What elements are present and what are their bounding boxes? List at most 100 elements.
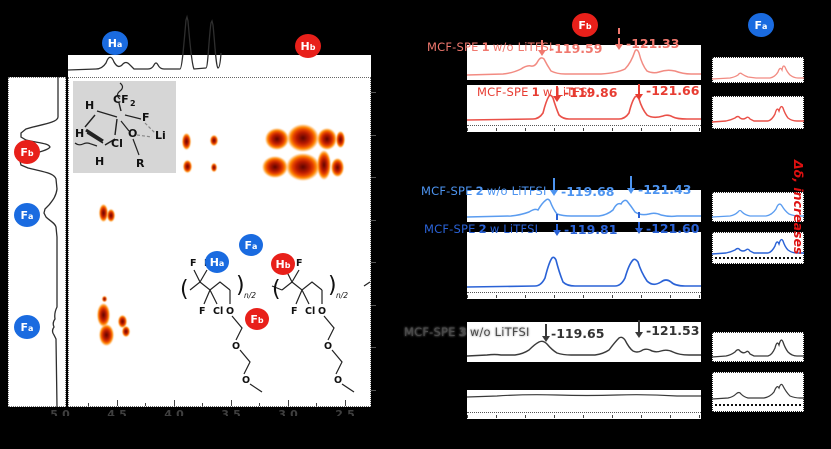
label-hb-text: H: [300, 39, 310, 53]
fa-trace-1a: [711, 65, 804, 80]
label-fa-text: F: [20, 320, 29, 334]
cross-peak: [102, 296, 107, 302]
peak-arrow-head: [635, 332, 643, 338]
label-fb-text: F: [20, 145, 28, 159]
y-axis-tick: [371, 347, 376, 348]
x-axis-tick: [288, 400, 289, 406]
x-axis-section1: [467, 125, 701, 132]
cross-peak: [122, 326, 130, 337]
polymer-structure-drawing: F F F Cl O O O F F F Cl O O O ( ) ( ) n/…: [180, 258, 371, 393]
fa-trace-2b: [711, 238, 804, 255]
peak-arrow-head: [542, 336, 550, 342]
cross-peak: [107, 209, 115, 222]
bracket-close: ): [236, 273, 245, 298]
inset-atom-o: O: [128, 127, 137, 140]
cross-peak: [262, 156, 288, 178]
cross-peak: [336, 131, 345, 148]
x-axis-tick-labels: 5.0 4.5 4.0 3.5 3.0 2.5: [45, 408, 375, 416]
cross-peak: [210, 135, 218, 146]
peak-value: -119.68: [561, 184, 615, 199]
sample-label-2w: MCF-SPE 2 w LiTFSI: [424, 222, 539, 236]
peak-arrow-stem: [556, 86, 558, 96]
inset-atom-h2: H: [75, 127, 84, 140]
inset-atom-cf-sub: 2: [130, 99, 136, 108]
y-axis-tick: [371, 135, 376, 136]
polymer-atom-o: O: [232, 341, 240, 352]
left-19f-trace: [19, 77, 59, 408]
polymer-atom-o: O: [242, 375, 250, 386]
fa-trace-3b: [711, 383, 804, 400]
x-axis-tick: [174, 400, 175, 406]
peak-arrow-stem: [630, 176, 632, 188]
fa-panel-2a: [712, 192, 804, 222]
polymer-atom-f: F: [199, 306, 206, 317]
inset-atom-li: Li: [155, 129, 166, 142]
x-axis-minor-tick: [88, 403, 89, 406]
inset-atom-cf: CF: [113, 93, 129, 106]
spectrum-band-3b: [467, 390, 701, 412]
x-axis-section3: [467, 412, 701, 419]
polymer-atom-o: O: [226, 306, 234, 317]
peak-arrow-head: [635, 228, 643, 234]
peak-value: -121.53: [646, 323, 700, 338]
fa-panel-3a: [712, 332, 804, 362]
peak-arrow-stem: [556, 214, 558, 230]
label-ha-text: H: [107, 36, 117, 50]
trace-mcfspe2-w: [466, 256, 701, 288]
axis-ticks: [467, 128, 701, 131]
peak-arrow-head: [553, 230, 561, 236]
label-fa-text: F: [20, 208, 29, 222]
polymer-atom-o: O: [334, 375, 342, 386]
top-1h-trace: [67, 14, 222, 71]
x-axis-minor-tick: [316, 403, 317, 406]
inset-atom-cl: Cl: [111, 137, 123, 150]
y-axis-tick: [371, 305, 376, 306]
delta-shift-annotation: Δδ, increases: [791, 160, 806, 255]
x-axis-tick: [231, 400, 232, 406]
sample-label-1w: MCF-SPE 1 w LiTFSI: [477, 85, 592, 99]
cross-peak: [182, 133, 191, 150]
polymer-atom-f: F: [296, 258, 303, 269]
inset-atom-r: R: [136, 157, 145, 170]
peak-arrow-head: [615, 44, 623, 50]
trace-mcfspe2-wo: [466, 198, 701, 218]
x-axis-minor-tick: [202, 403, 203, 406]
peak-arrow-stem: [541, 40, 543, 50]
reference-dotted-line: [715, 257, 801, 259]
sample-label-1wo: MCF-SPE 1 w/o LiTFSI: [427, 40, 553, 54]
bracket-close: ): [328, 273, 337, 298]
polymer-atom-o: O: [324, 341, 332, 352]
peak-value: -119.86: [564, 85, 618, 100]
inset-atom-h3: H: [95, 155, 104, 168]
peak-arrow-stem: [638, 212, 640, 228]
x-tick-label: 3.5: [221, 408, 241, 416]
cross-peak: [183, 160, 192, 173]
x-tick-label: 5.0: [50, 408, 70, 416]
peak-arrow-head: [538, 50, 546, 56]
axis-ticks: [467, 415, 701, 418]
inset-atom-f: F: [142, 111, 150, 124]
peak-arrow-head: [627, 188, 635, 194]
fa-panel-1b: [712, 96, 804, 129]
peak-value: -121.43: [638, 182, 692, 197]
axis-ticks: [467, 295, 701, 298]
peak-arrow-stem: [618, 28, 620, 44]
y-axis-tick: [371, 92, 376, 93]
peak-arrow-stem: [638, 84, 640, 94]
sample-label-3wo: MCF-SPE 3 w/o LiTFSI: [404, 325, 530, 339]
polymer-atom-cl: Cl: [213, 306, 223, 317]
x-tick-label: 3.0: [278, 408, 298, 416]
fa-trace-3a: [711, 339, 804, 358]
bracket-open: (: [180, 277, 189, 302]
peak-value: -119.59: [549, 41, 603, 56]
peak-arrow-head: [553, 96, 561, 102]
peak-arrow-stem: [545, 324, 547, 336]
inset-structure-drawing: H CF 2 H F O Li Cl H R: [74, 82, 166, 170]
